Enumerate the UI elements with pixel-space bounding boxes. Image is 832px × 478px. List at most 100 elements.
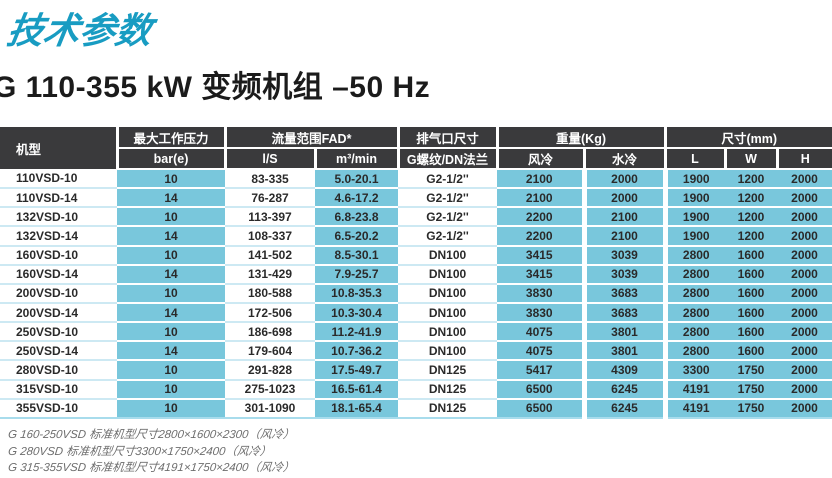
cell-model: 160VSD-14: [0, 264, 117, 285]
cell-dim-w: 1750: [725, 360, 777, 381]
cell-flow-ls: 83-335: [225, 169, 315, 190]
cell-weight-water: 3039: [584, 245, 668, 266]
header-row-units: bar(e) l/S m³/min G螺纹/DN法兰 风冷 水冷 L W H: [0, 148, 832, 170]
table-row: 132VSD-14 14 108-337 6.5-20.2 G2-1/2'' 2200 21…: [0, 226, 832, 247]
table-row: 160VSD-10 10 141-502 8.5-30.1 DN100 3415 3039 2…: [0, 245, 832, 266]
cell-model: 160VSD-10: [0, 245, 117, 266]
cell-dim-l: 2800: [665, 302, 725, 324]
cell-flow-m3min: 16.5-61.4: [315, 379, 398, 400]
cell-flow-ls: 131-429: [225, 264, 315, 285]
table-row: 110VSD-10 10 83-335 5.0-20.1 G2-1/2'' 2100 200…: [0, 169, 832, 190]
cell-flow-m3min: 11.2-41.9: [315, 322, 398, 343]
cell-dim-h: 2000: [777, 379, 832, 400]
cell-flow-m3min: 18.1-65.4: [315, 398, 398, 419]
footnote-3: G 315-355VSD 标准机型尺寸4191×1750×2400（风冷）: [7, 462, 296, 474]
cell-flow-ls: 275-1023: [225, 379, 315, 400]
table-row: 132VSD-10 10 113-397 6.8-23.8 G2-1/2'' 2200 21…: [0, 207, 832, 228]
cell-flow-m3min: 8.5-30.1: [315, 245, 398, 266]
cell-dim-h: 2000: [777, 226, 832, 247]
cell-weight-water: 2100: [584, 207, 668, 228]
cell-pressure: 14: [117, 264, 225, 285]
col-header-weight-air: 风冷: [497, 148, 586, 170]
cell-weight-air: 2200: [497, 207, 587, 228]
cell-outlet: DN125: [398, 398, 497, 419]
table-row: 315VSD-10 10 275-1023 16.5-61.4 DN125 6500 624…: [0, 379, 832, 400]
col-header-weight-water: 水冷: [584, 148, 667, 170]
cell-weight-air: 3830: [497, 283, 587, 304]
cell-dim-l: 2800: [665, 322, 725, 343]
cell-weight-air: 3415: [497, 264, 587, 285]
cell-weight-water: 2000: [584, 169, 668, 190]
col-header-dim-w: W: [725, 148, 779, 170]
table-row: 160VSD-14 14 131-429 7.9-25.7 DN100 3415 3039 2…: [0, 264, 832, 285]
cell-pressure: 10: [117, 207, 225, 228]
cell-dim-w: 1200: [725, 226, 777, 247]
table-row: 110VSD-14 14 76-287 4.6-17.2 G2-1/2'' 2100 200…: [0, 188, 832, 209]
cell-dim-w: 1200: [725, 169, 777, 190]
cell-pressure: 14: [117, 188, 225, 209]
spec-table: 机型 最大工作压力 流量范围FAD* 排气口尺寸 重量(Kg) 尺寸(mm) b…: [0, 127, 832, 419]
cell-pressure: 10: [117, 245, 225, 266]
cell-flow-m3min: 17.5-49.7: [315, 360, 398, 381]
page-subtitle: G 110-355 kW 变频机组 –50 Hz: [0, 71, 431, 104]
cell-dim-h: 2000: [777, 207, 832, 228]
cell-pressure: 14: [117, 226, 225, 247]
cell-weight-air: 4075: [497, 341, 587, 362]
cell-pressure: 10: [117, 398, 225, 419]
cell-dim-w: 1750: [725, 398, 777, 419]
cell-flow-ls: 141-502: [225, 245, 315, 266]
col-header-weight-group: 重量(Kg): [497, 127, 667, 149]
cell-outlet: DN100: [398, 302, 497, 324]
cell-outlet: DN125: [398, 379, 497, 400]
cell-outlet: DN100: [398, 264, 497, 285]
cell-outlet: DN125: [398, 360, 497, 381]
cell-dim-l: 1900: [665, 188, 725, 209]
cell-model: 280VSD-10: [0, 360, 117, 381]
cell-outlet: DN100: [398, 283, 497, 304]
cell-dim-l: 2800: [665, 283, 725, 304]
cell-weight-air: 3415: [497, 245, 587, 266]
cell-dim-w: 1200: [725, 188, 777, 209]
cell-pressure: 14: [117, 302, 225, 324]
cell-dim-h: 2000: [777, 188, 832, 209]
cell-dim-l: 2800: [665, 264, 725, 285]
cell-dim-l: 4191: [665, 379, 725, 400]
cell-outlet: G2-1/2'': [398, 169, 497, 190]
cell-outlet: DN100: [398, 341, 497, 362]
cell-dim-w: 1600: [725, 341, 777, 362]
cell-model: 355VSD-10: [0, 398, 117, 419]
cell-dim-l: 4191: [665, 398, 725, 419]
col-header-flow-group: 流量范围FAD*: [225, 127, 400, 149]
cell-weight-water: 3039: [584, 264, 668, 285]
cell-weight-water: 2000: [584, 188, 668, 209]
table-row: 250VSD-14 14 179-604 10.7-36.2 DN100 4075 3801…: [0, 341, 832, 362]
col-header-dim-h: H: [777, 148, 832, 170]
cell-dim-h: 2000: [777, 169, 832, 190]
table-row: 250VSD-10 10 186-698 11.2-41.9 DN100 4075 3801…: [0, 322, 832, 343]
table-row: 355VSD-10 10 301-1090 18.1-65.4 DN125 6500 624…: [0, 398, 832, 419]
page-title-text: 技术参数: [4, 10, 155, 51]
cell-dim-h: 2000: [777, 302, 832, 324]
cell-dim-l: 1900: [665, 169, 725, 190]
cell-model: 200VSD-10: [0, 283, 117, 304]
cell-weight-water: 3801: [584, 322, 668, 343]
cell-model: 132VSD-10: [0, 207, 117, 228]
cell-dim-w: 1600: [725, 283, 777, 304]
cell-model: 110VSD-14: [0, 188, 117, 209]
cell-weight-air: 4075: [497, 322, 587, 343]
cell-flow-m3min: 7.9-25.7: [315, 264, 398, 285]
cell-outlet: DN100: [398, 245, 497, 266]
cell-weight-air: 2100: [497, 188, 587, 209]
header-row-groups: 机型 最大工作压力 流量范围FAD* 排气口尺寸 重量(Kg) 尺寸(mm): [0, 127, 832, 169]
cell-dim-l: 1900: [665, 226, 725, 247]
cell-flow-m3min: 10.8-35.3: [315, 283, 398, 304]
cell-pressure: 14: [117, 341, 225, 362]
cell-model: 110VSD-10: [0, 169, 117, 190]
table-row: 200VSD-14 14 172-506 10.3-30.4 DN100 3830 3683…: [0, 302, 832, 324]
cell-flow-ls: 108-337: [225, 226, 315, 247]
cell-outlet: DN100: [398, 322, 497, 343]
col-header-pressure-unit: bar(e): [117, 148, 227, 170]
cell-weight-air: 6500: [497, 398, 587, 419]
cell-dim-l: 1900: [665, 207, 725, 228]
